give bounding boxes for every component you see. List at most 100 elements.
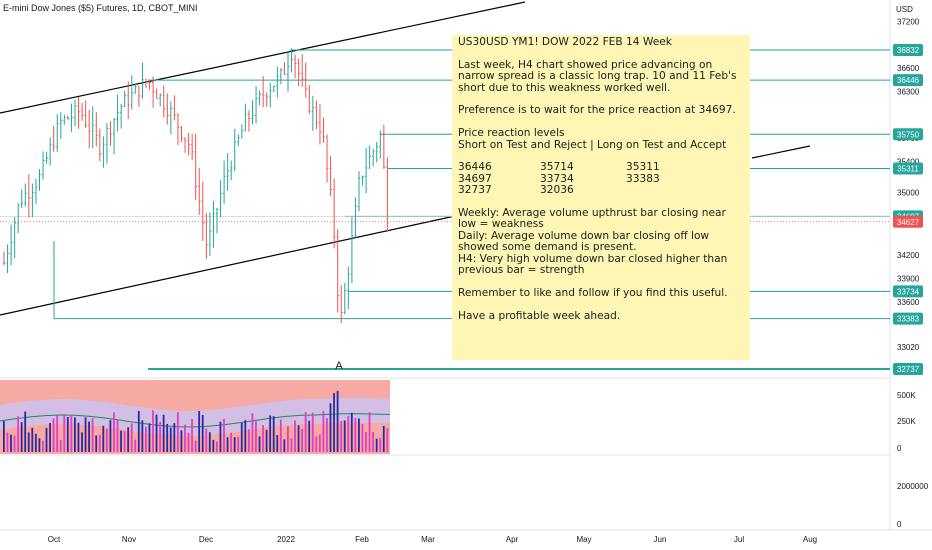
lower-trendline[interactable] [0, 215, 456, 316]
note-levels-rule: Short on Test and Reject | Long on Test … [458, 138, 727, 151]
volume-bar-up [219, 421, 222, 452]
volume-bar-down [63, 414, 66, 452]
volume-bar-down [340, 420, 343, 452]
volume-bar-down [145, 426, 147, 452]
volume-bar-up [66, 417, 69, 452]
volume-bar-up [81, 432, 83, 452]
volume-bar-down [194, 440, 197, 452]
volume-bar-up [31, 427, 34, 452]
note-closing: Have a profitable week ahead. [458, 309, 621, 322]
last-price-tag [893, 215, 923, 228]
volume-bar-down [361, 423, 364, 452]
note-levels-heading: Price reaction levels [458, 127, 565, 140]
price-tick-label: 33020 [897, 343, 920, 352]
volume-bar-up [240, 422, 243, 452]
time-tick-label: Dec [199, 535, 213, 544]
level-price-tag [893, 44, 923, 56]
time-tick-label: Oct [48, 535, 61, 544]
volume-bar-up [45, 427, 48, 452]
level-price-tag-label: 36446 [897, 76, 920, 85]
volume-bar-up [212, 439, 215, 452]
note-title: US30USD YM1! DOW 2022 FEB 14 Week [458, 36, 672, 48]
currency-label: USD [896, 5, 913, 14]
volume-bar-up [336, 390, 339, 452]
volume-bar-up [173, 423, 176, 452]
time-tick-label: Aug [803, 535, 817, 544]
volume-bar-up [269, 415, 272, 452]
time-tick-label: Feb [355, 535, 369, 544]
note-paragraph-1: Last week, H4 chart showed price advanci… [458, 58, 737, 94]
price-tick-label: 36300 [897, 87, 920, 96]
volume-bar-up [10, 434, 12, 452]
volume-bar-down [113, 412, 115, 452]
swing-marker-label: A [335, 360, 343, 372]
volume-bar-up [382, 425, 385, 452]
volume-bar-down [318, 434, 321, 452]
price-tick-label: 33900 [897, 274, 920, 283]
volume-bar-down [123, 431, 126, 452]
volume-bar-down [98, 434, 101, 452]
volume-bar-up [155, 414, 158, 452]
volume-bar-up [148, 423, 151, 452]
volume-bar-down [255, 421, 257, 452]
level-value: 32036 [540, 184, 574, 197]
volume-bar-up [208, 432, 211, 452]
note-h4: H4: Very high volume down bar closed hig… [458, 252, 728, 277]
level-value: 33383 [626, 172, 660, 185]
volume-bar-down [191, 418, 193, 452]
volume-bar-up [137, 410, 140, 452]
volume-bar-down [279, 419, 282, 452]
time-tick-label: Nov [122, 535, 136, 544]
volume-bar-up [333, 393, 335, 452]
volume-bar-down [294, 420, 296, 452]
volume-tick-label: 0 [897, 444, 902, 453]
upper-trendline[interactable] [0, 1, 526, 114]
volume-bar-down [372, 431, 374, 452]
lower-trendline-extension[interactable] [751, 145, 811, 159]
volume-ma-band [0, 397, 390, 440]
volume-bar-up [27, 432, 30, 452]
volume-bar-up [375, 438, 378, 452]
note-daily: Daily: Average volume down bar closing o… [458, 229, 710, 254]
level-value [626, 185, 706, 196]
price-tick-label: 37200 [897, 17, 920, 26]
volume-bar-up [74, 417, 76, 452]
volume-bar-down [159, 421, 161, 452]
volume-bar-up [84, 417, 87, 452]
volume-bar-up [226, 437, 229, 452]
lower-pane-tick-label: 2000000 [897, 482, 929, 491]
volume-bar-up [180, 430, 183, 452]
volume-bar-up [297, 425, 300, 452]
analysis-note: US30USD YM1! DOW 2022 FEB 14 Week Last w… [452, 35, 750, 360]
volume-bar-up [120, 430, 122, 452]
level-price-tag-label: 36832 [897, 46, 920, 55]
volume-bar-up [283, 439, 286, 452]
volume-bar-up [95, 435, 98, 452]
volume-bar-down [70, 414, 73, 452]
volume-bar-down [17, 416, 19, 452]
time-tick-label: 2022 [277, 535, 295, 544]
symbol-title: E-mini Dow Jones ($5) Futures, 1D, CBOT_… [3, 3, 198, 13]
volume-bar-down [315, 436, 318, 452]
volume-bar-up [343, 420, 346, 452]
volume-bar-down [304, 412, 307, 452]
volume-bar-down [152, 410, 154, 452]
volume-bar-up [308, 420, 311, 452]
level-price-tag-label: 34627 [897, 218, 920, 227]
volume-bar-up [38, 438, 41, 452]
level-price-tag [893, 363, 923, 376]
level-value: 35714 [540, 161, 574, 174]
volume-bar-down [130, 423, 133, 452]
volume-bar-down [365, 431, 367, 452]
price-tick-label: 33600 [897, 298, 920, 307]
volume-bar-up [233, 437, 236, 452]
volume-bar-down [134, 439, 137, 452]
volume-bar-down [91, 418, 94, 452]
time-tick-label: Jul [734, 535, 744, 544]
level-price-tag [893, 162, 923, 175]
volume-bar-down [262, 425, 264, 452]
volume-bar-down [368, 412, 371, 452]
price-tick-label: 35000 [897, 189, 920, 198]
volume-bar-down [13, 435, 16, 452]
